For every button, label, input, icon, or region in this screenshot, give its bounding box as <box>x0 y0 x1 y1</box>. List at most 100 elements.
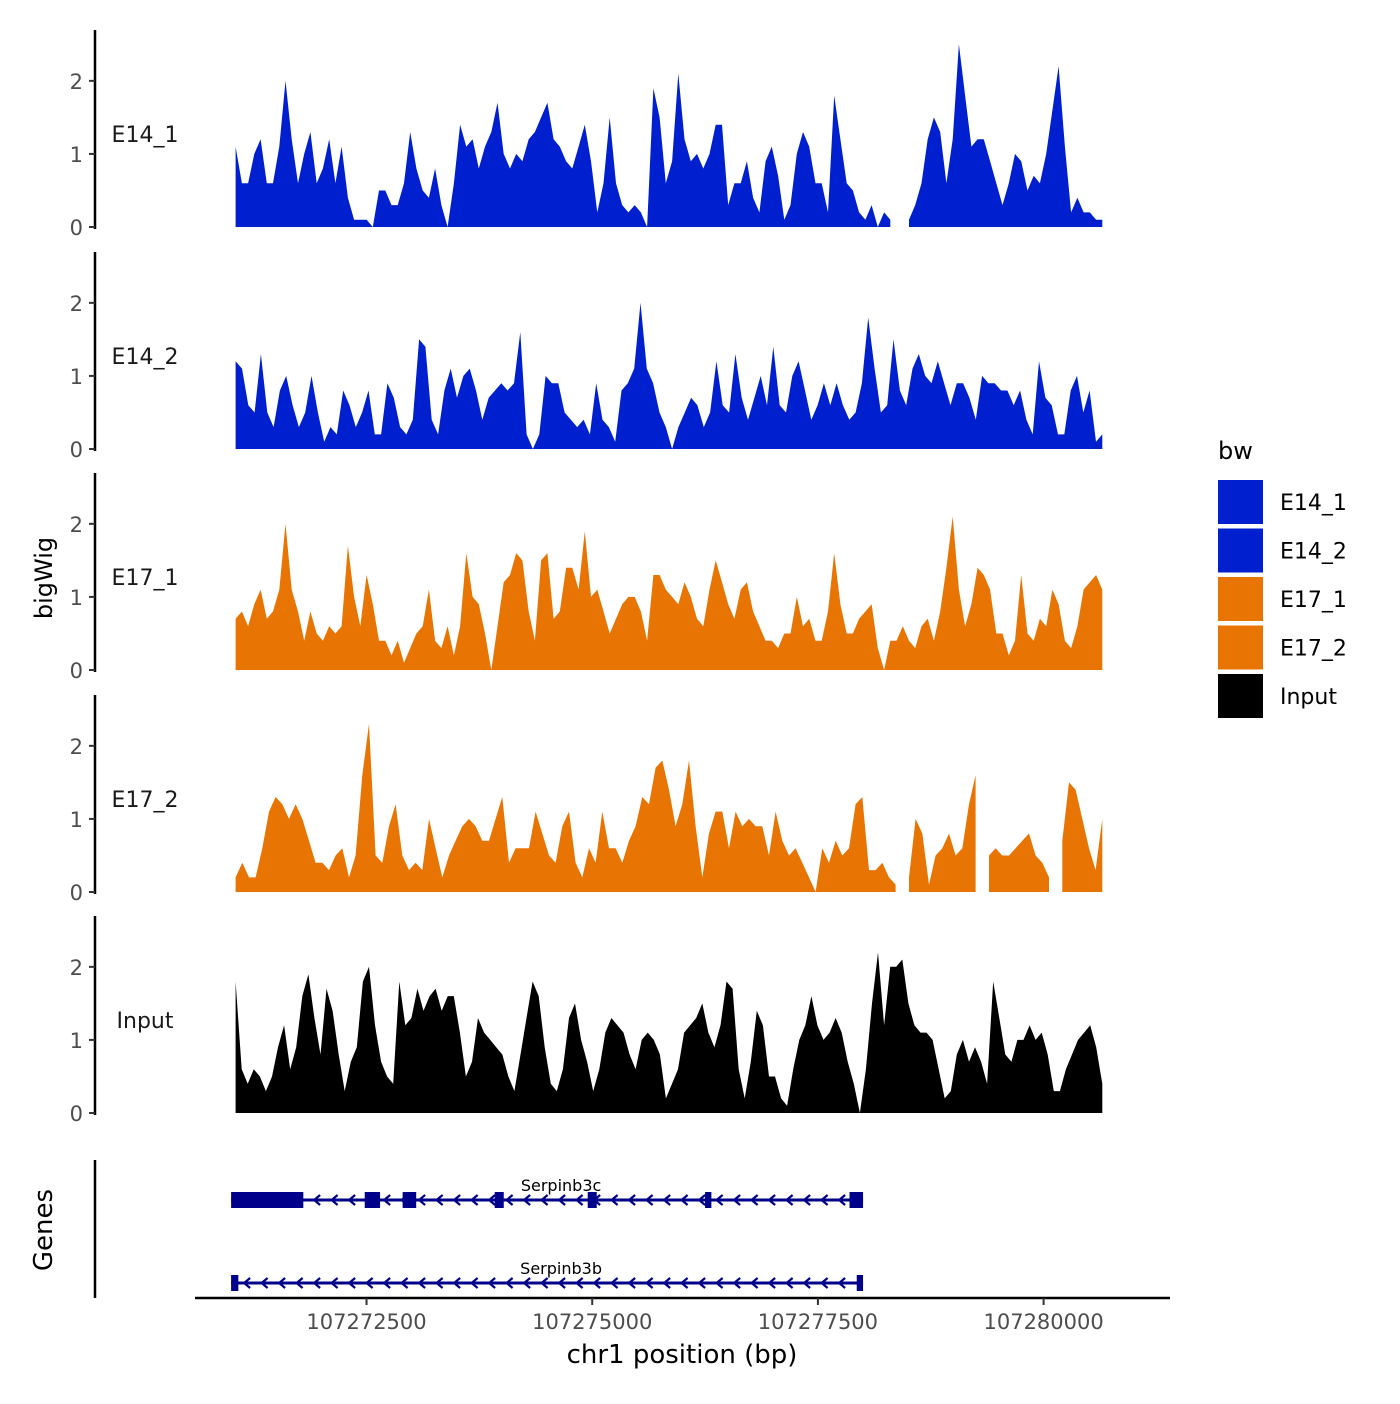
gene-name: Serpinb3b <box>520 1259 602 1278</box>
exon <box>856 1275 864 1291</box>
strand-arrow <box>539 1194 549 1206</box>
legend-key-E14_1 <box>1218 480 1263 524</box>
strand-arrow <box>399 1277 409 1289</box>
legend-label: Input <box>1280 685 1337 710</box>
strand-arrow <box>347 1194 356 1206</box>
y-tick-label: 1 <box>70 143 83 167</box>
strand-arrow <box>277 1277 286 1289</box>
legend-title: bw <box>1218 437 1253 465</box>
strand-arrow <box>627 1194 636 1206</box>
strand-arrow <box>312 1277 321 1289</box>
y-tick-label: 1 <box>70 365 83 389</box>
track-E14_2: 0 1 2 E14_2 <box>70 252 1103 462</box>
legend-key-E17_1 <box>1218 577 1263 621</box>
strand-arrow <box>697 1194 706 1206</box>
coverage-area <box>235 723 896 892</box>
strand-arrow <box>417 1194 426 1206</box>
y-axis-title: bigWig <box>30 537 58 619</box>
y-tick-label: 2 <box>70 513 83 537</box>
track-label: E14_1 <box>112 123 179 148</box>
genes-axis-title: Genes <box>29 1189 59 1271</box>
x-tick-label: 107280000 <box>983 1310 1103 1334</box>
track-E17_2: 0 1 2 E17_2 <box>70 695 1103 905</box>
strand-arrow <box>732 1194 741 1206</box>
x-tick-label: 107277500 <box>758 1310 878 1334</box>
gene-name: Serpinb3c <box>521 1176 601 1195</box>
strand-arrow <box>749 1194 759 1206</box>
coverage-area <box>235 952 1103 1113</box>
legend-label: E17_1 <box>1280 588 1347 613</box>
strand-arrow <box>434 1194 444 1206</box>
strand-arrow <box>609 1277 619 1289</box>
x-axis-title: chr1 position (bp) <box>567 1340 798 1370</box>
y-tick-label: 2 <box>70 956 83 980</box>
coverage-area <box>235 73 891 227</box>
strand-arrow <box>452 1194 461 1206</box>
strand-arrow <box>679 1277 689 1289</box>
strand-arrow <box>802 1194 811 1206</box>
strand-arrow <box>644 1194 654 1206</box>
y-tick-label: 0 <box>70 216 83 240</box>
strand-arrow <box>819 1194 829 1206</box>
y-tick-label: 0 <box>70 881 83 905</box>
strand-arrow <box>312 1194 321 1206</box>
track-Input: 0 1 2 Input <box>70 916 1103 1126</box>
strand-arrow <box>714 1277 724 1289</box>
legend-label: E14_1 <box>1280 491 1347 516</box>
strand-arrow <box>749 1277 759 1289</box>
strand-arrow <box>784 1194 794 1206</box>
strand-arrow <box>802 1277 811 1289</box>
strand-arrow <box>627 1277 636 1289</box>
gene-track: Serpinb3c Serpinb3b <box>93 1160 864 1298</box>
strand-arrow <box>434 1277 444 1289</box>
strand-arrow <box>574 1277 584 1289</box>
coverage-area <box>909 44 1103 227</box>
strand-arrow <box>539 1277 549 1289</box>
strand-arrow <box>837 1194 846 1206</box>
legend-label: E14_2 <box>1280 540 1347 565</box>
x-tick-label: 107275000 <box>532 1310 652 1334</box>
track-label: E17_1 <box>112 566 179 591</box>
y-tick-label: 0 <box>70 659 83 683</box>
track-label: Input <box>117 1009 174 1034</box>
y-tick-label: 0 <box>70 438 83 462</box>
strand-arrow <box>329 1277 339 1289</box>
strand-arrow <box>557 1277 566 1289</box>
y-tick-label: 0 <box>70 1102 83 1126</box>
coverage-area <box>235 302 1103 449</box>
exon <box>231 1275 239 1291</box>
strand-arrow <box>242 1277 251 1289</box>
legend-key-E17_2 <box>1218 625 1263 670</box>
coverage-area <box>989 833 1049 892</box>
strand-arrow <box>714 1194 724 1206</box>
strand-arrow <box>417 1277 426 1289</box>
strand-arrow <box>592 1277 601 1289</box>
strand-arrow <box>522 1194 531 1206</box>
y-tick-label: 2 <box>70 735 83 759</box>
strand-arrow <box>364 1277 374 1289</box>
strand-arrow <box>837 1277 846 1289</box>
track-label: E14_2 <box>112 345 179 370</box>
exon <box>705 1192 712 1208</box>
strand-arrow <box>767 1277 776 1289</box>
strand-arrow <box>819 1277 829 1289</box>
exon <box>364 1192 381 1208</box>
y-tick-label: 1 <box>70 586 83 610</box>
strand-arrow <box>609 1194 619 1206</box>
coverage-area <box>1062 782 1103 892</box>
legend-key-E14_2 <box>1218 528 1263 573</box>
strand-arrow <box>294 1277 304 1289</box>
exon <box>587 1192 597 1208</box>
exon <box>494 1192 504 1208</box>
strand-arrow <box>487 1194 496 1206</box>
strand-arrow <box>522 1277 531 1289</box>
strand-arrow <box>469 1277 479 1289</box>
gene-Serpinb3c: Serpinb3c <box>231 1176 864 1208</box>
strand-arrow <box>487 1277 496 1289</box>
strand-arrow <box>662 1194 671 1206</box>
strand-arrow <box>644 1277 654 1289</box>
exon <box>231 1192 304 1208</box>
strand-arrow <box>382 1277 391 1289</box>
